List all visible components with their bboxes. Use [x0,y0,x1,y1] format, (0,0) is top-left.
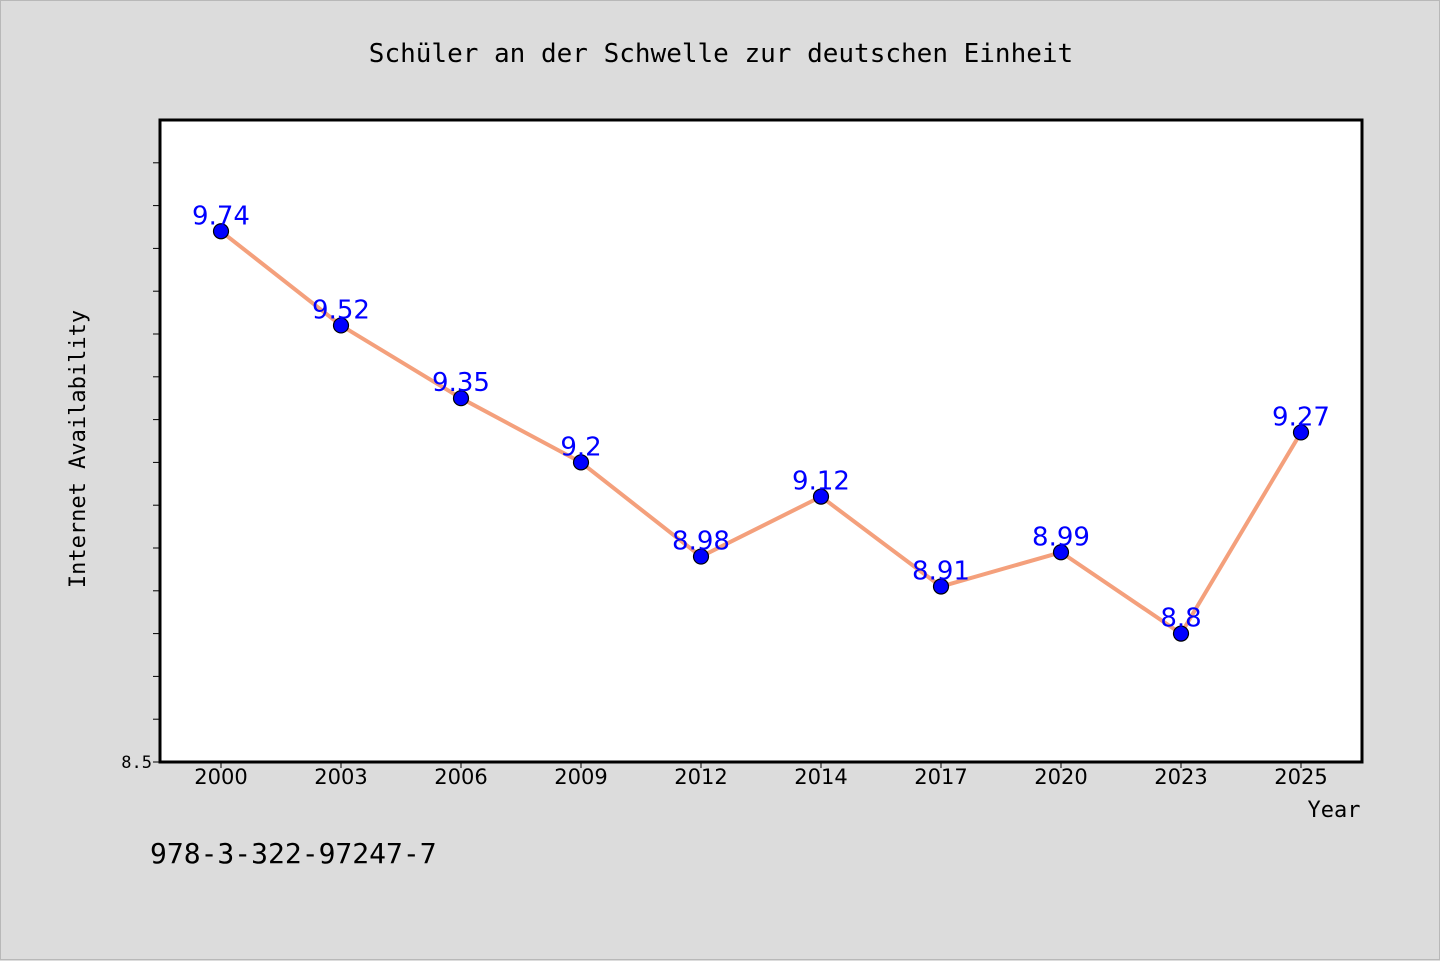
data-point [812,488,830,505]
x-tick-label: 2009 [554,765,607,789]
series: 9.74 9.52 9.35 9.2 8.98 9.12 8.91 8.99 8.8 9.27 [192,201,1330,642]
x-axis-label: Year [1308,798,1361,823]
data-label: 8.98 [672,527,730,557]
y-axis-label: Internet Availability [66,310,91,588]
data-point [932,578,950,595]
x-tick-label: 2012 [674,765,727,789]
chart-title: Schüler an der Schwelle zur deutschen Ei… [369,39,1073,69]
x-tick-label: 2023 [1154,765,1207,789]
data-label: 9.52 [312,295,370,325]
x-tick-label: 2017 [914,765,967,789]
data-label: 8.91 [912,557,970,587]
data-label: 9.12 [792,467,850,497]
data-point [332,317,350,334]
series-line [219,229,1303,636]
data-label: 9.2 [560,432,601,462]
y-axis-ticks: 8.5 [121,162,160,773]
data-point [212,223,230,240]
data-point [692,548,710,565]
x-tick-label: 2025 [1274,765,1327,789]
x-tick-label: 2014 [794,765,847,789]
data-point [1172,625,1190,642]
x-tick-label: 2000 [194,765,247,789]
data-label: 8.99 [1032,522,1090,552]
data-point [1052,544,1070,561]
isbn-annotation: 978-3-322-97247-7 [150,837,437,870]
data-label: 8.8 [1160,604,1201,634]
data-label: 9.74 [192,201,250,231]
data-point [452,390,470,407]
y-tick-label: 8.5 [121,753,152,773]
x-axis-ticks: 2000 2003 2006 2009 2012 2014 2017 2020 2023 2025 [194,762,1328,789]
data-label: 9.27 [1272,402,1330,432]
x-tick-label: 2003 [314,765,367,789]
data-point [572,454,590,471]
x-tick-label: 2020 [1034,765,1087,789]
x-tick-label: 2006 [434,765,487,789]
data-label: 9.35 [432,368,490,398]
plot-area [158,118,1364,764]
data-point [1292,424,1310,441]
